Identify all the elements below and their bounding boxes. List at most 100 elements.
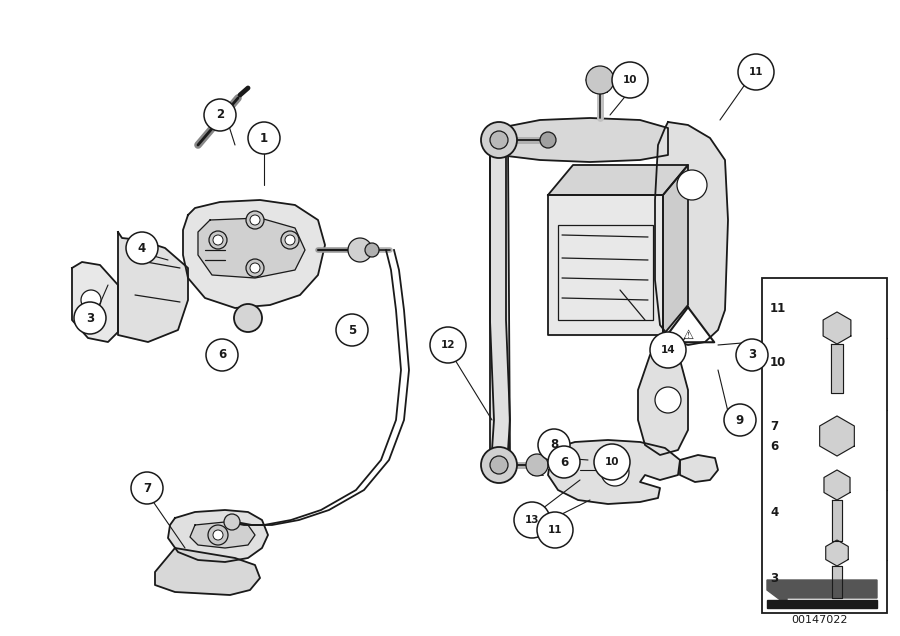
Circle shape (131, 472, 163, 504)
Circle shape (285, 235, 295, 245)
Circle shape (490, 456, 508, 474)
Circle shape (248, 122, 280, 154)
Text: ⚠: ⚠ (682, 329, 694, 342)
Polygon shape (490, 145, 510, 460)
Text: 4: 4 (770, 506, 778, 520)
Circle shape (724, 404, 756, 436)
Circle shape (538, 429, 570, 461)
Circle shape (586, 66, 614, 94)
Polygon shape (824, 312, 850, 344)
Circle shape (655, 387, 681, 413)
Polygon shape (548, 165, 688, 195)
Text: 14: 14 (661, 345, 675, 355)
Polygon shape (680, 455, 718, 482)
Circle shape (336, 314, 368, 346)
Text: 13: 13 (525, 515, 539, 525)
Polygon shape (72, 262, 118, 342)
Circle shape (830, 429, 844, 443)
Circle shape (490, 131, 508, 149)
Circle shape (206, 339, 238, 371)
Circle shape (430, 327, 466, 363)
Circle shape (540, 132, 556, 148)
Text: 6: 6 (770, 439, 778, 452)
Text: 10: 10 (623, 75, 637, 85)
Circle shape (481, 447, 517, 483)
Circle shape (213, 530, 223, 540)
Circle shape (213, 235, 223, 245)
Circle shape (234, 304, 262, 332)
Circle shape (246, 211, 264, 229)
Circle shape (612, 62, 648, 98)
Text: 6: 6 (560, 455, 568, 469)
Polygon shape (815, 290, 859, 326)
Circle shape (348, 238, 372, 262)
Polygon shape (825, 540, 849, 566)
Circle shape (650, 332, 686, 368)
Polygon shape (638, 340, 688, 455)
Text: 12: 12 (441, 340, 455, 350)
Circle shape (209, 231, 227, 249)
Circle shape (281, 231, 299, 249)
Circle shape (481, 122, 517, 158)
Polygon shape (820, 416, 854, 456)
Polygon shape (118, 232, 188, 342)
Circle shape (365, 243, 379, 257)
Bar (762, 278, 887, 613)
Circle shape (825, 424, 849, 448)
Text: 10: 10 (770, 357, 787, 370)
Polygon shape (190, 522, 255, 548)
Circle shape (514, 502, 550, 538)
Circle shape (246, 259, 264, 277)
Circle shape (594, 444, 630, 480)
Circle shape (204, 99, 236, 131)
Text: 8: 8 (550, 438, 558, 452)
Circle shape (81, 290, 101, 310)
Text: 6: 6 (218, 349, 226, 361)
Polygon shape (767, 600, 877, 608)
Text: 11: 11 (749, 67, 763, 77)
Polygon shape (663, 165, 688, 335)
Circle shape (537, 512, 573, 548)
Polygon shape (831, 344, 843, 393)
Circle shape (250, 263, 260, 273)
Polygon shape (548, 195, 663, 335)
Polygon shape (662, 307, 715, 342)
Text: 3: 3 (770, 572, 778, 584)
Text: 2: 2 (216, 109, 224, 121)
Text: 11: 11 (548, 525, 562, 535)
Circle shape (601, 458, 629, 486)
Polygon shape (767, 580, 877, 605)
Circle shape (224, 514, 240, 530)
Text: 1: 1 (260, 132, 268, 144)
Circle shape (548, 446, 580, 478)
Text: 7: 7 (770, 420, 778, 432)
Circle shape (526, 454, 548, 476)
Text: 11: 11 (770, 301, 787, 314)
Text: 5: 5 (348, 324, 356, 336)
Polygon shape (832, 566, 842, 598)
Circle shape (829, 300, 845, 316)
Text: 7: 7 (143, 481, 151, 495)
Circle shape (74, 302, 106, 334)
Polygon shape (655, 122, 728, 345)
Text: 4: 4 (138, 242, 146, 254)
Polygon shape (155, 548, 260, 595)
Circle shape (738, 54, 774, 90)
Polygon shape (198, 218, 305, 278)
Polygon shape (168, 510, 268, 562)
Polygon shape (832, 500, 842, 541)
Text: 3: 3 (748, 349, 756, 361)
Text: 9: 9 (736, 413, 744, 427)
Text: 10: 10 (605, 457, 619, 467)
Circle shape (250, 215, 260, 225)
Circle shape (677, 170, 707, 200)
Text: 3: 3 (86, 312, 94, 324)
Circle shape (736, 339, 768, 371)
Circle shape (829, 545, 845, 561)
Circle shape (828, 476, 846, 494)
Text: 00147022: 00147022 (792, 615, 848, 625)
Circle shape (126, 232, 158, 264)
Polygon shape (824, 470, 850, 500)
Circle shape (827, 318, 847, 338)
Circle shape (208, 525, 228, 545)
